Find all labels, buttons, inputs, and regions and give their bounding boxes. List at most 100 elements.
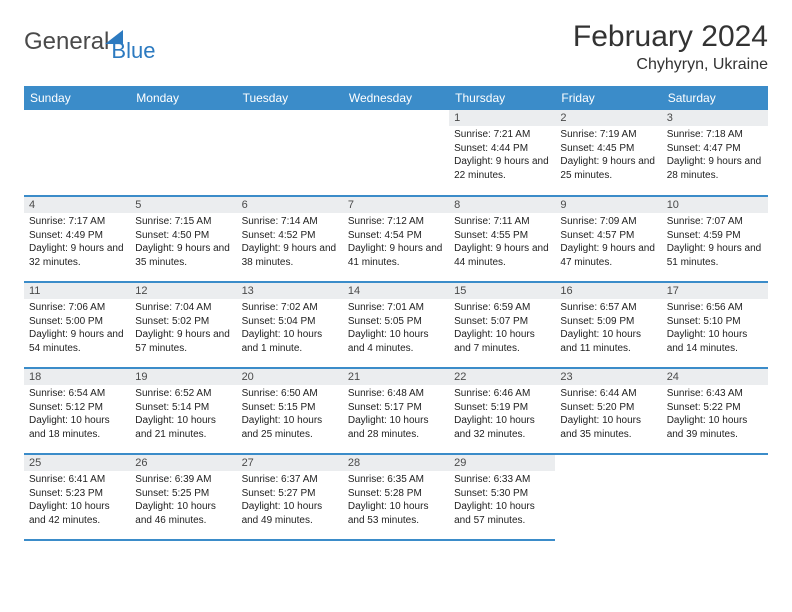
calendar-cell: 13Sunrise: 7:02 AMSunset: 5:04 PMDayligh… [237,282,343,368]
sunrise-text: Sunrise: 7:17 AM [29,215,125,229]
daylight-text: Daylight: 9 hours and 28 minutes. [667,155,763,182]
sunset-text: Sunset: 5:22 PM [667,401,763,415]
calendar-row: 11Sunrise: 7:06 AMSunset: 5:00 PMDayligh… [24,282,768,368]
calendar-cell [343,110,449,196]
day-number: 7 [343,197,449,213]
sunrise-text: Sunrise: 7:04 AM [135,301,231,315]
daylight-text: Daylight: 10 hours and 18 minutes. [29,414,125,441]
sunrise-text: Sunrise: 6:41 AM [29,473,125,487]
day-info: Sunrise: 6:54 AMSunset: 5:12 PMDaylight:… [24,387,130,441]
sunrise-text: Sunrise: 7:21 AM [454,128,550,142]
day-number: 11 [24,283,130,299]
calendar-cell [130,110,236,196]
day-number: 20 [237,369,343,385]
calendar-cell: 1 Sunrise: 7:21 AMSunset: 4:44 PMDaylight… [449,110,555,196]
day-info: Sunrise: 6:56 AMSunset: 5:10 PMDaylight:… [662,301,768,355]
sunset-text: Sunset: 5:20 PM [560,401,656,415]
daylight-text: Daylight: 10 hours and 1 minute. [242,328,338,355]
day-info: Sunrise: 6:46 AMSunset: 5:19 PMDaylight:… [449,387,555,441]
logo-text-2: Blue [111,38,155,64]
sunrise-text: Sunrise: 7:12 AM [348,215,444,229]
calendar-cell: 28Sunrise: 6:35 AMSunset: 5:28 PMDayligh… [343,454,449,540]
sunset-text: Sunset: 5:25 PM [135,487,231,501]
sunset-text: Sunset: 4:55 PM [454,229,550,243]
sunset-text: Sunset: 5:17 PM [348,401,444,415]
calendar-cell: 25Sunrise: 6:41 AMSunset: 5:23 PMDayligh… [24,454,130,540]
day-info: Sunrise: 6:35 AMSunset: 5:28 PMDaylight:… [343,473,449,527]
day-number: 29 [449,455,555,471]
day-info: Sunrise: 7:07 AMSunset: 4:59 PMDaylight:… [662,215,768,269]
sunset-text: Sunset: 5:27 PM [242,487,338,501]
logo-text-1: General [24,28,109,56]
daylight-text: Daylight: 9 hours and 22 minutes. [454,155,550,182]
day-number: 21 [343,369,449,385]
day-info: Sunrise: 7:02 AMSunset: 5:04 PMDaylight:… [237,301,343,355]
sunrise-text: Sunrise: 7:14 AM [242,215,338,229]
sunset-text: Sunset: 5:04 PM [242,315,338,329]
sunset-text: Sunset: 4:45 PM [560,142,656,156]
day-info: Sunrise: 7:15 AMSunset: 4:50 PMDaylight:… [130,215,236,269]
sunrise-text: Sunrise: 7:11 AM [454,215,550,229]
sunset-text: Sunset: 5:10 PM [667,315,763,329]
sunrise-text: Sunrise: 7:06 AM [29,301,125,315]
sunrise-text: Sunrise: 7:18 AM [667,128,763,142]
calendar-cell: 10Sunrise: 7:07 AMSunset: 4:59 PMDayligh… [662,196,768,282]
calendar-cell: 11Sunrise: 7:06 AMSunset: 5:00 PMDayligh… [24,282,130,368]
sunset-text: Sunset: 5:15 PM [242,401,338,415]
sunrise-text: Sunrise: 6:39 AM [135,473,231,487]
day-header: Wednesday [343,86,449,110]
day-info: Sunrise: 6:44 AMSunset: 5:20 PMDaylight:… [555,387,661,441]
daylight-text: Daylight: 10 hours and 42 minutes. [29,500,125,527]
calendar-cell: 29 Sunrise: 6:33 AMSunset: 5:30 PMDayligh… [449,454,555,540]
day-number: 3 [662,110,768,126]
daylight-text: Daylight: 10 hours and 28 minutes. [348,414,444,441]
sunset-text: Sunset: 4:44 PM [454,142,550,156]
sunset-text: Sunset: 5:02 PM [135,315,231,329]
logo: General Blue [24,20,155,64]
calendar-cell: 16Sunrise: 6:57 AMSunset: 5:09 PMDayligh… [555,282,661,368]
sunrise-text: Sunrise: 6:46 AM [454,387,550,401]
day-number: 17 [662,283,768,299]
day-number: 22 [449,369,555,385]
title-block: February 2024 Chyhyryn, Ukraine [573,20,768,74]
day-number: 26 [130,455,236,471]
day-number: 2 [555,110,661,126]
sunset-text: Sunset: 4:59 PM [667,229,763,243]
daylight-text: Daylight: 10 hours and 57 minutes. [454,500,550,527]
daylight-text: Daylight: 10 hours and 25 minutes. [242,414,338,441]
sunset-text: Sunset: 5:12 PM [29,401,125,415]
day-number: 9 [555,197,661,213]
daylight-text: Daylight: 10 hours and 14 minutes. [667,328,763,355]
day-number: 4 [24,197,130,213]
sunset-text: Sunset: 5:28 PM [348,487,444,501]
day-number: 15 [449,283,555,299]
sunrise-text: Sunrise: 6:52 AM [135,387,231,401]
day-number: 1 [449,110,555,126]
sunrise-text: Sunrise: 6:50 AM [242,387,338,401]
day-number: 18 [24,369,130,385]
daylight-text: Daylight: 9 hours and 47 minutes. [560,242,656,269]
sunset-text: Sunset: 4:52 PM [242,229,338,243]
calendar-cell: 9Sunrise: 7:09 AMSunset: 4:57 PMDaylight… [555,196,661,282]
calendar-cell: 17 Sunrise: 6:56 AMSunset: 5:10 PMDayligh… [662,282,768,368]
day-header: Thursday [449,86,555,110]
day-info: Sunrise: 7:12 AMSunset: 4:54 PMDaylight:… [343,215,449,269]
day-number: 5 [130,197,236,213]
daylight-text: Daylight: 10 hours and 49 minutes. [242,500,338,527]
sunrise-text: Sunrise: 6:54 AM [29,387,125,401]
day-info: Sunrise: 6:33 AMSunset: 5:30 PMDaylight:… [449,473,555,527]
daylight-text: Daylight: 9 hours and 32 minutes. [29,242,125,269]
sunrise-text: Sunrise: 7:15 AM [135,215,231,229]
sunrise-text: Sunrise: 7:19 AM [560,128,656,142]
day-header: Monday [130,86,236,110]
calendar-cell [555,454,661,540]
day-number: 14 [343,283,449,299]
sunrise-text: Sunrise: 6:56 AM [667,301,763,315]
sunset-text: Sunset: 5:05 PM [348,315,444,329]
calendar-row: 25Sunrise: 6:41 AMSunset: 5:23 PMDayligh… [24,454,768,540]
sunrise-text: Sunrise: 6:33 AM [454,473,550,487]
sunset-text: Sunset: 5:19 PM [454,401,550,415]
calendar-row: 18Sunrise: 6:54 AMSunset: 5:12 PMDayligh… [24,368,768,454]
day-info: Sunrise: 7:19 AMSunset: 4:45 PMDaylight:… [555,128,661,182]
daylight-text: Daylight: 9 hours and 35 minutes. [135,242,231,269]
